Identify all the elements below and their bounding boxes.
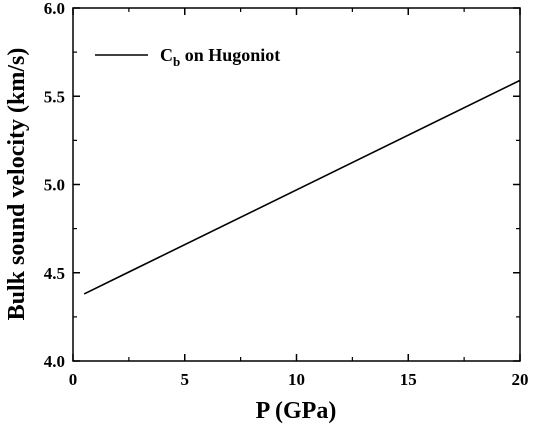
ticks-group <box>72 7 521 362</box>
x-tick-label: 20 <box>512 370 529 389</box>
y-tick-label: 6.0 <box>44 0 65 18</box>
x-tick-label: 10 <box>288 370 305 389</box>
x-axis-title: P (GPa) <box>256 398 337 424</box>
x-tick-label: 5 <box>181 370 190 389</box>
y-tick-label: 4.0 <box>44 352 65 371</box>
y-tick-label: 5.0 <box>44 176 65 195</box>
y-tick-label: 4.5 <box>44 264 65 283</box>
y-axis-title: Bulk sound velocity (km/s) <box>4 48 30 321</box>
x-tick-label: 0 <box>69 370 78 389</box>
plot-frame <box>72 7 521 362</box>
x-tick-label: 15 <box>400 370 417 389</box>
legend: Cb on Hugoniot <box>95 45 280 69</box>
legend-sub: b <box>173 54 180 69</box>
chart-axes: 0 5 10 15 20 4.0 4.5 5.0 5.5 6.0 Cb on Hugoniot P… <box>4 0 529 424</box>
series-line <box>83 79 521 295</box>
legend-label: Cb on Hugoniot <box>160 45 280 69</box>
y-tick-label: 5.5 <box>44 87 65 106</box>
tick-labels-group: 0 5 10 15 20 4.0 4.5 5.0 5.5 6.0 <box>44 0 529 389</box>
legend-rest: on Hugoniot <box>180 45 280 65</box>
legend-main: C <box>160 45 173 65</box>
